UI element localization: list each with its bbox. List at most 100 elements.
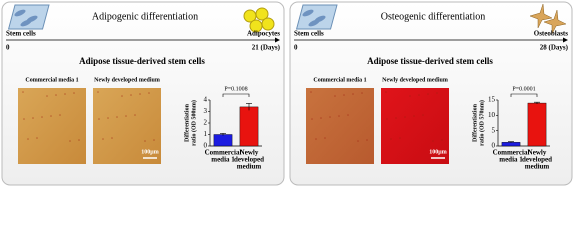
- scale-bar-label: 100μm: [141, 149, 158, 155]
- speckle: [427, 93, 429, 95]
- y-axis-label: ratio (OD 570nm): [478, 100, 485, 146]
- differentiated-cell-icon: [529, 3, 567, 35]
- speckle: [41, 116, 43, 118]
- speckle: [441, 139, 443, 141]
- speckle: [385, 91, 387, 93]
- speckle: [334, 95, 336, 97]
- x-tick-label: Commercial: [205, 149, 242, 157]
- day-start: 0: [294, 44, 298, 52]
- day-start: 0: [6, 44, 10, 52]
- speckle: [125, 115, 127, 117]
- timeline-end: Adipocytes: [247, 30, 280, 38]
- speckle: [73, 92, 75, 94]
- y-tick-label: 2: [204, 119, 208, 127]
- speckle: [36, 137, 38, 139]
- speckle: [78, 139, 80, 141]
- image-label: Newly developed medium: [94, 77, 160, 83]
- y-axis-label: ratio (OD 500nm): [190, 100, 197, 146]
- significance-bracket: [510, 93, 538, 97]
- x-tick-label: Newly: [528, 149, 547, 157]
- osteoblast: [543, 9, 567, 35]
- x-tick-label: medium: [237, 163, 262, 171]
- speckle: [399, 137, 401, 139]
- day-end: 21 (Days): [252, 44, 281, 52]
- stem-cell-icon: [7, 4, 50, 30]
- speckle: [50, 115, 52, 117]
- micrograph: [18, 88, 86, 164]
- timeline-start: Stem cells: [294, 30, 324, 38]
- error-bar: [220, 133, 226, 136]
- micrograph: [381, 88, 449, 164]
- speckle: [130, 94, 132, 96]
- error-bar: [534, 101, 540, 104]
- speckle: [64, 93, 66, 95]
- speckle: [55, 94, 57, 96]
- speckle: [23, 118, 25, 120]
- bar: [213, 134, 233, 147]
- error-bar: [508, 141, 514, 143]
- speckle: [148, 92, 150, 94]
- y-tick-label: 0: [492, 142, 496, 150]
- x-tick-label: developed: [522, 156, 552, 164]
- p-value: P=0.0001: [512, 86, 535, 92]
- speckle: [404, 116, 406, 118]
- y-tick-label: 5: [492, 126, 496, 134]
- speckle: [310, 91, 312, 93]
- cell: [14, 9, 26, 17]
- speckle: [97, 91, 99, 93]
- speckle: [357, 140, 359, 142]
- y-tick-label: 1: [204, 130, 208, 138]
- speckle: [338, 115, 340, 117]
- speckle: [134, 114, 136, 116]
- x-tick-label: Commercial: [493, 149, 530, 157]
- speckle: [395, 117, 397, 119]
- speckle: [116, 116, 118, 118]
- osteoblast: [529, 3, 553, 29]
- y-tick-label: 3: [204, 107, 208, 115]
- speckle: [432, 140, 434, 142]
- significance-bracket: [222, 93, 250, 97]
- image-label: Newly developed medium: [382, 77, 448, 83]
- timeline-end: Osteoblasts: [534, 30, 569, 38]
- day-end: 28 (Days): [540, 44, 569, 52]
- differentiated-cell-icon: [243, 7, 275, 33]
- speckle: [361, 92, 363, 94]
- speckle: [413, 115, 415, 117]
- scale-bar-label: 100μm: [429, 149, 446, 155]
- y-tick-label: 10: [488, 111, 496, 119]
- timeline-title: Adipogenic differentiation: [92, 11, 198, 22]
- speckle: [347, 114, 349, 116]
- timeline-start: Stem cells: [6, 30, 36, 38]
- adipocyte: [255, 7, 269, 21]
- x-tick-label: media 1: [211, 156, 235, 164]
- speckle: [324, 137, 326, 139]
- micrograph: [93, 88, 161, 164]
- bar: [239, 106, 259, 147]
- speckle: [107, 117, 109, 119]
- x-tick-label: developed: [234, 156, 264, 164]
- y-axis-label: Differentiation: [184, 103, 190, 142]
- y-tick-label: 15: [488, 96, 496, 104]
- arrow-head: [275, 37, 280, 43]
- panel-subtitle: Adipose tissue-derived stem cells: [79, 56, 205, 66]
- error-bar: [246, 103, 252, 111]
- speckle: [418, 94, 420, 96]
- speckle: [111, 137, 113, 139]
- bar: [527, 102, 547, 147]
- figure: Adipogenic differentiation Stem cells Adip…: [1, 1, 573, 186]
- cell: [308, 19, 320, 27]
- y-tick-label: 4: [204, 96, 208, 104]
- speckle: [386, 118, 388, 120]
- x-tick-label: media 1: [499, 156, 523, 164]
- speckle: [98, 118, 100, 120]
- panel-subtitle: Adipose tissue-derived stem cells: [367, 56, 493, 66]
- speckle: [352, 93, 354, 95]
- speckle: [59, 114, 61, 116]
- speckle: [311, 118, 313, 120]
- p-value: P=0.1008: [224, 86, 247, 92]
- y-tick-label: 0: [204, 142, 208, 150]
- speckle: [69, 140, 71, 142]
- x-tick-label: Newly: [240, 149, 259, 157]
- image-label: Commercial media 1: [313, 77, 366, 83]
- speckle: [343, 94, 345, 96]
